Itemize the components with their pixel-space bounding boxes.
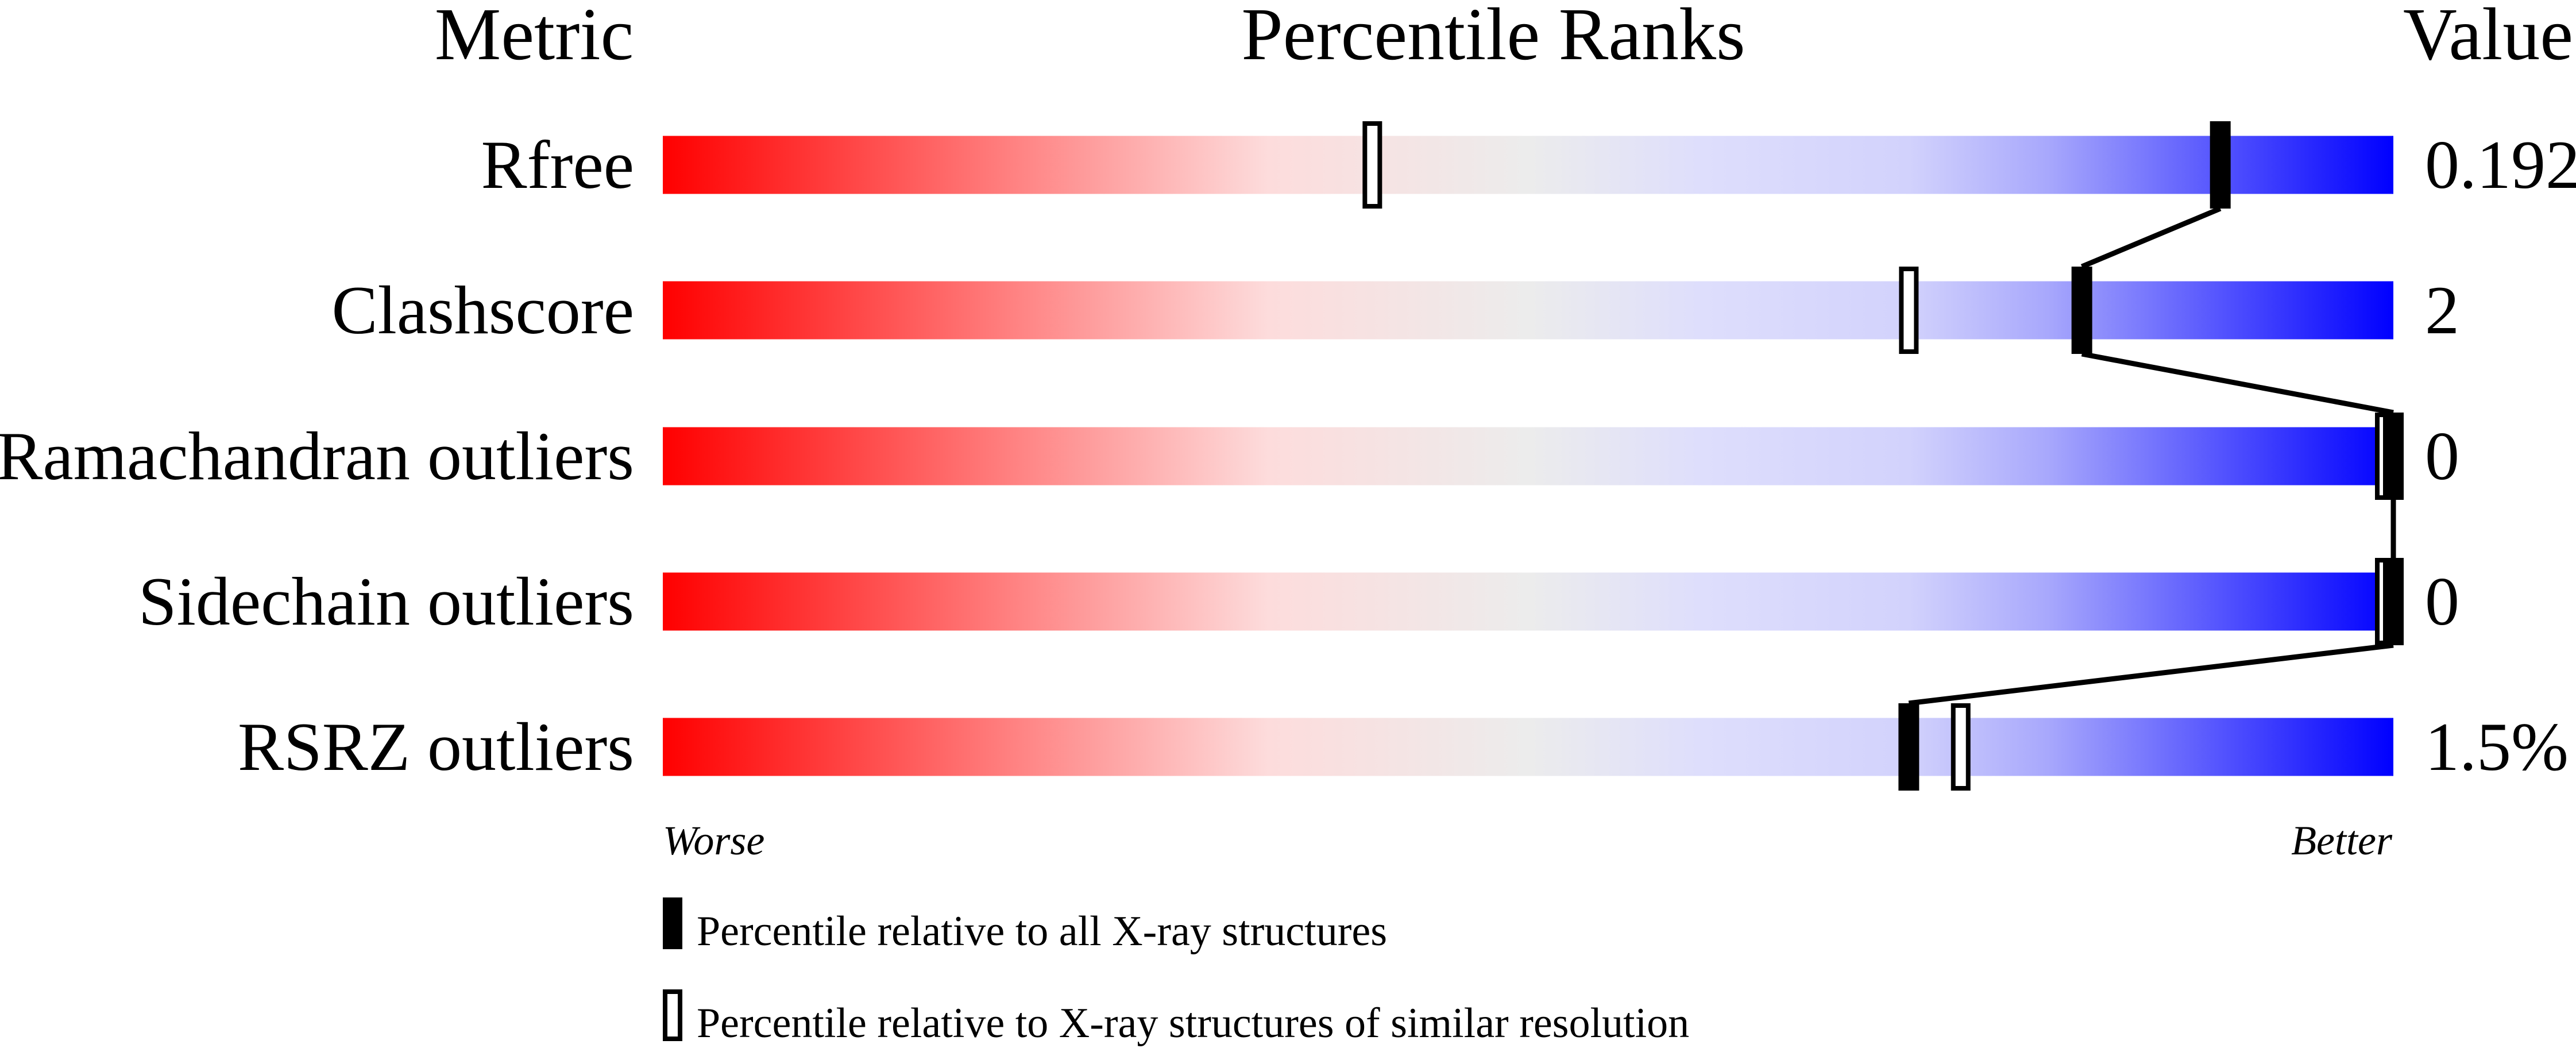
legend-open-label: Percentile relative to X-ray structures … xyxy=(697,1000,1689,1047)
worse-label: Worse xyxy=(663,818,764,864)
metric-value: 0 xyxy=(2425,563,2459,639)
marker-all-structures xyxy=(1898,703,1920,791)
marker-similar-resolution xyxy=(1951,703,1971,791)
marker-all-structures xyxy=(2383,413,2404,500)
connector-line xyxy=(2081,351,2394,415)
metric-row: Ramachandran outliers 0 xyxy=(0,413,2459,500)
percentile-bar xyxy=(663,427,2393,486)
metric-label: Rfree xyxy=(481,126,634,203)
better-label: Better xyxy=(2291,818,2393,864)
metric-label: RSRZ outliers xyxy=(238,708,634,785)
marker-similar-resolution xyxy=(1899,267,1919,354)
marker-similar-resolution xyxy=(1362,121,1382,209)
marker-all-structures xyxy=(2071,267,2092,354)
metric-label: Ramachandran outliers xyxy=(0,418,634,494)
metric-label: Clashscore xyxy=(331,272,634,348)
metric-row: Rfree 0.192 xyxy=(481,121,2576,209)
metric-value: 0 xyxy=(2425,418,2459,494)
metric-value: 2 xyxy=(2425,272,2459,348)
header-value: Value xyxy=(2403,0,2573,76)
metric-value: 1.5% xyxy=(2425,708,2569,785)
percentile-bar xyxy=(663,572,2393,631)
percentile-bar xyxy=(663,136,2393,194)
connector-line xyxy=(2080,206,2222,269)
legend-filled-marker xyxy=(663,897,682,949)
metric-row: RSRZ outliers 1.5% xyxy=(238,703,2569,791)
header-metric: Metric xyxy=(435,0,634,76)
legend-open-marker xyxy=(663,989,682,1041)
metric-row: Clashscore 2 xyxy=(331,267,2459,354)
marker-all-structures xyxy=(2210,121,2231,209)
percentile-bar xyxy=(663,281,2393,340)
percentile-bar xyxy=(663,718,2393,776)
metric-value: 0.192 xyxy=(2425,126,2576,203)
metric-row: Sidechain outliers 0 xyxy=(138,558,2459,645)
metric-label: Sidechain outliers xyxy=(138,563,634,639)
header-percentile-ranks: Percentile Ranks xyxy=(1241,0,1745,76)
connector-line xyxy=(1908,642,2394,706)
legend-filled-label: Percentile relative to all X-ray structu… xyxy=(697,908,1387,955)
marker-all-structures xyxy=(2383,558,2404,645)
